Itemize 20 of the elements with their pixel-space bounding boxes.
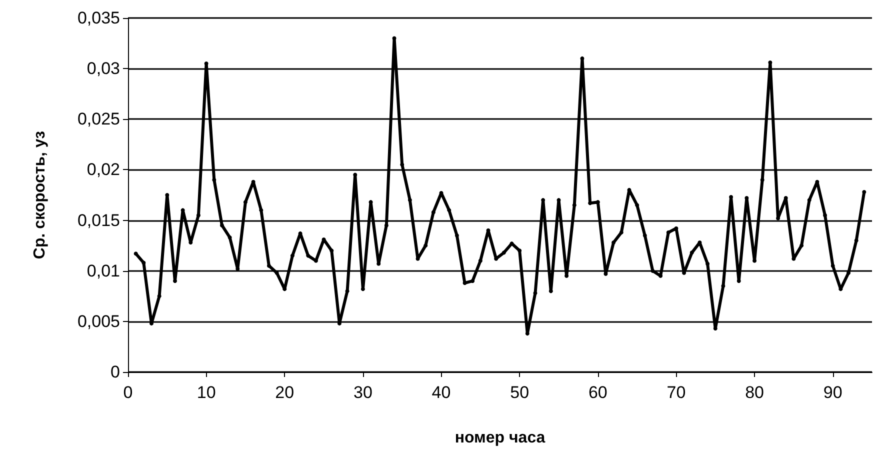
y-tick-label: 0,005 [77, 312, 120, 331]
x-tick-label: 50 [510, 383, 530, 402]
x-tick-label: 40 [432, 383, 451, 402]
x-tick-label: 80 [745, 383, 764, 402]
x-tick-label: 10 [196, 383, 216, 402]
x-axis-title: номер часа [454, 430, 546, 446]
x-tick-label: 90 [823, 383, 842, 402]
y-tick-label: 0,01 [86, 261, 120, 280]
x-tick-label: 0 [123, 383, 133, 402]
x-tick-label: 20 [275, 383, 294, 402]
y-tick-label: 0,015 [77, 210, 120, 230]
y-tick-label: 0,02 [86, 160, 120, 180]
x-tick-label: 60 [588, 383, 608, 402]
y-tick-label: 0 [110, 362, 120, 382]
y-tick-label: 0,03 [86, 59, 120, 78]
x-tick-label: 70 [666, 383, 686, 402]
y-axis-title: Ср. скорость, уз [32, 130, 48, 260]
x-tick-label: 30 [353, 383, 372, 402]
y-tick-label: 0,025 [77, 110, 120, 129]
y-tick-label: 0,035 [77, 8, 120, 28]
